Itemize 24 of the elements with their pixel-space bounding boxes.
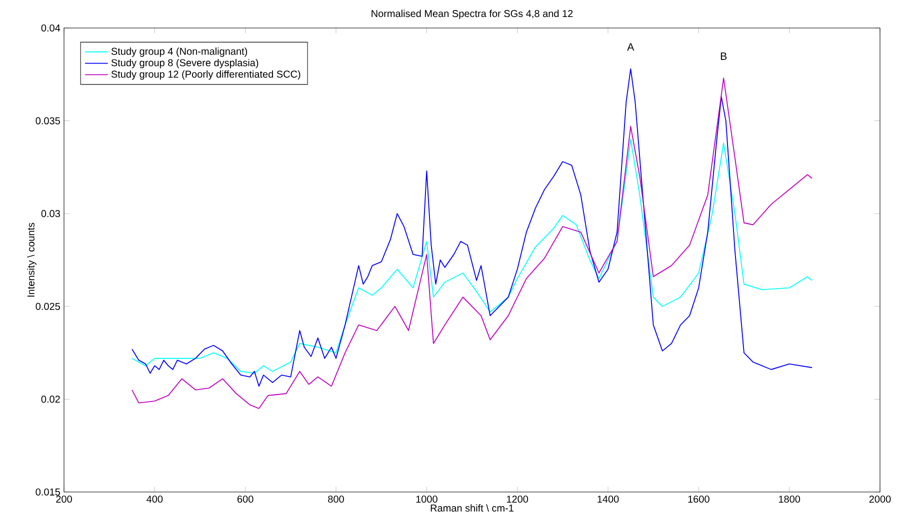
x-tick-label: 1000 (416, 495, 438, 503)
chart-title: Normalised Mean Spectra for SGs 4,8 and 12 (372, 10, 573, 19)
x-tick-label: 200 (56, 495, 72, 503)
x-tick-label: 1600 (688, 495, 710, 503)
x-tick-label: 600 (237, 495, 254, 503)
y-tick-label: 0.015 (36, 488, 60, 496)
legend-label: Study group 12 (Poorly differentiated SCC) (111, 70, 300, 80)
legend-label: Study group 4 (Non-malignant) (111, 47, 248, 57)
y-tick-label: 0.04 (41, 24, 60, 32)
x-tick-label: 800 (328, 495, 344, 503)
y-tick-label: 0.02 (41, 396, 60, 403)
x-tick-label: 2000 (869, 495, 891, 503)
annotation: A (627, 43, 634, 50)
y-axis-title: Intensity \ counts (27, 222, 36, 296)
y-tick-label: 0.025 (36, 302, 60, 310)
y-tick-label: 0.035 (36, 117, 60, 124)
legend-label: Study group 8 (Severe dysplasia) (111, 58, 258, 68)
x-tick-label: 400 (146, 495, 163, 503)
x-tick-label: 1400 (598, 495, 619, 503)
x-tick-label: 1200 (506, 495, 528, 503)
x-tick-label: 1800 (778, 495, 800, 503)
y-tick-label: 0.03 (41, 210, 60, 217)
x-axis-title: Raman shift \ cm-1 (430, 504, 514, 512)
annotation: B (720, 52, 727, 60)
